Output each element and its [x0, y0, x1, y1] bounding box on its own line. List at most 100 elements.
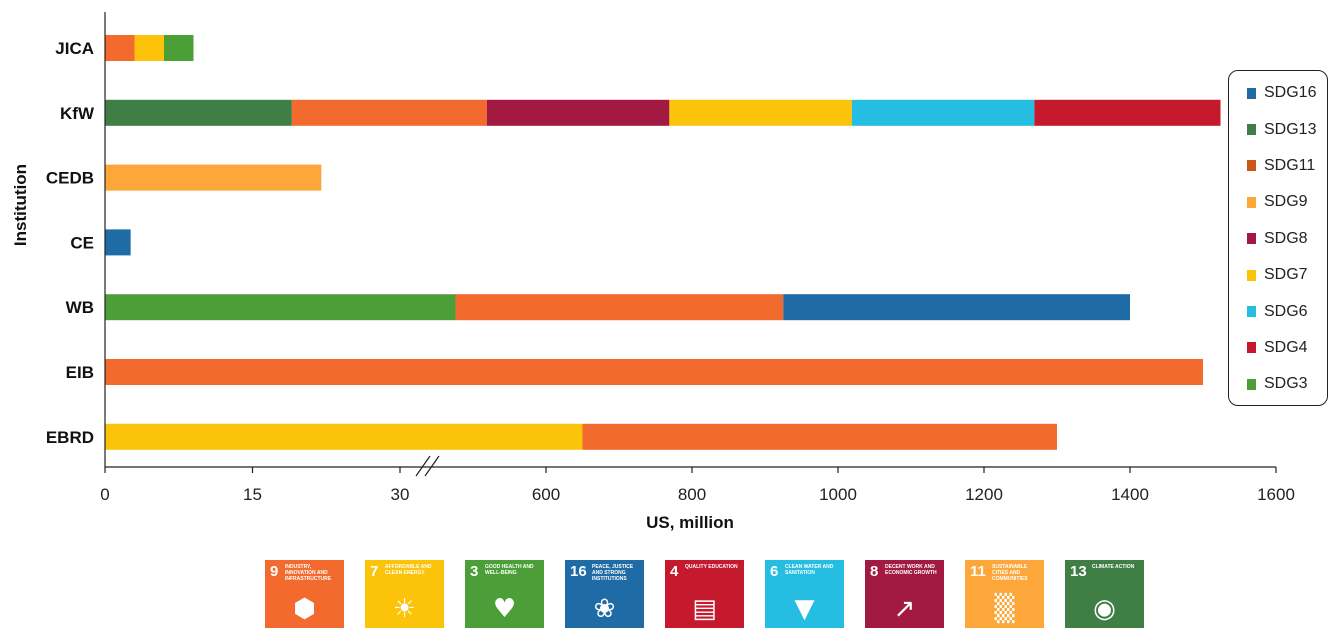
bar-segment-wb-sdg9	[455, 294, 784, 321]
category-label: CE	[70, 233, 94, 252]
category-label: CEDB	[46, 169, 94, 188]
category-label: EBRD	[46, 428, 94, 447]
sdg-title: Industry, innovation and infrastructure	[285, 564, 332, 582]
sdg-number: 9	[270, 563, 279, 580]
x-tick-label: 1200	[965, 485, 1003, 504]
sdg-number: 6	[770, 563, 779, 580]
bar-segment-jica-sdg3	[164, 35, 194, 61]
bar-segment-jica-sdg7	[134, 35, 164, 61]
x-axis-title: US, million	[646, 513, 734, 532]
sdg-number: 8	[870, 563, 879, 580]
bar-segment-kfw-sdg8	[486, 99, 670, 126]
sun-icon: ☀	[392, 594, 417, 624]
sdg-tile-8: 8 Decent work and economic growth ↗	[865, 560, 944, 628]
city-icon: ▒	[994, 594, 1015, 624]
sdg-title: Climate action	[1092, 564, 1135, 570]
sdg-number: 3	[470, 563, 479, 580]
bar-segment-kfw-sdg13	[105, 99, 292, 126]
category-label: WB	[66, 298, 94, 317]
bar-segment-kfw-sdg9	[291, 99, 487, 126]
cubes-icon: ⬢	[293, 594, 316, 624]
x-tick-label: 30	[391, 485, 410, 504]
legend-item: SDG6	[1229, 293, 1327, 329]
book-icon: ▤	[692, 594, 717, 624]
legend-item: SDG3	[1229, 366, 1327, 402]
x-tick-label: 1600	[1257, 485, 1295, 504]
eye-globe-icon: ◉	[1093, 594, 1116, 624]
sdg-title: Peace, justice and strong institutions	[592, 564, 634, 582]
legend-swatch	[1247, 233, 1256, 245]
sdg-title: Affordable and clean energy	[385, 564, 432, 576]
sdg-tile-16: 16 Peace, justice and strong institutions…	[565, 560, 644, 628]
legend-swatch	[1247, 269, 1256, 281]
bar-segment-kfw-sdg7	[669, 99, 852, 126]
bar-segment-ce-sdg16	[105, 229, 131, 256]
sdg-tile-3: 3 Good health and well-being ♥	[465, 560, 544, 628]
legend-label: SDG16	[1264, 84, 1317, 102]
legend-item: SDG7	[1229, 257, 1327, 293]
legend: SDG16 SDG13 SDG11 SDG9 SDG8 SDG7 SDG6 SDG4 SDG3	[1228, 70, 1328, 406]
sdg-number: 11	[970, 563, 986, 580]
legend-item: SDG4	[1229, 330, 1327, 366]
bar-segment-wb-sdg3	[105, 294, 456, 321]
sdg-title: Clean water and sanitation	[785, 564, 834, 576]
bars-layer	[105, 35, 1221, 450]
sdg-number: 4	[670, 563, 679, 580]
legend-swatch	[1247, 306, 1256, 318]
bar-segment-ebrd-sdg7	[105, 423, 583, 450]
sdg-tile-11: 11 Sustainable cities and communities ▒	[965, 560, 1044, 628]
sdg-title: Sustainable cities and communities	[992, 564, 1028, 582]
sdg-tile-6: 6 Clean water and sanitation ▼	[765, 560, 844, 628]
sdg-title: Quality education	[685, 564, 738, 570]
legend-label: SDG6	[1264, 302, 1308, 320]
legend-label: SDG9	[1264, 193, 1308, 211]
legend-item: SDG11	[1229, 148, 1327, 184]
category-labels: JICA KfW CEDB CE WB EIB EBRD	[46, 39, 95, 447]
sdg-number: 7	[370, 563, 379, 580]
legend-item: SDG9	[1229, 184, 1327, 220]
legend-item: SDG16	[1229, 75, 1327, 111]
axis-break-marker	[415, 455, 440, 477]
sdg-icons-row: 9 Industry, innovation and infrastructure…	[265, 560, 1144, 628]
x-tick-label: 1000	[819, 485, 857, 504]
legend-label: SDG11	[1264, 156, 1316, 174]
x-tick-label: 0	[100, 485, 109, 504]
category-label: JICA	[55, 39, 94, 58]
x-tick-label: 600	[532, 485, 560, 504]
water-drop-icon: ▼	[794, 594, 815, 624]
y-axis-title: Institution	[11, 164, 30, 246]
growth-chart-icon: ↗	[893, 594, 916, 624]
legend-item: SDG8	[1229, 221, 1327, 257]
x-ticks: 0 15 30 600 800 1000 1200 1400 1600	[100, 467, 1295, 504]
bar-segment-kfw-sdg6	[851, 99, 1035, 126]
bar-segment-kfw-sdg4	[1034, 99, 1221, 126]
legend-label: SDG8	[1264, 229, 1308, 247]
sdg-title: Decent work and economic growth	[885, 564, 937, 576]
legend-swatch	[1247, 342, 1256, 354]
x-tick-label: 800	[678, 485, 706, 504]
bar-segment-cedb-sdg9	[105, 164, 322, 191]
sdg-tile-13: 13 Climate action ◉	[1065, 560, 1144, 628]
x-tick-label: 15	[243, 485, 262, 504]
legend-swatch	[1247, 124, 1256, 136]
legend-label: SDG13	[1264, 120, 1317, 138]
legend-swatch	[1247, 87, 1256, 99]
category-label: KfW	[60, 104, 95, 123]
legend-item: SDG13	[1229, 111, 1327, 147]
bar-chart: 0 15 30 600 800 1000 1200 1400 1600 JICA KfW CEDB C…	[11, 12, 1295, 532]
sdg-number: 16	[570, 563, 587, 580]
heartbeat-icon: ♥	[492, 594, 517, 624]
sdg-tile-4: 4 Quality education ▤	[665, 560, 744, 628]
x-tick-label: 1400	[1111, 485, 1149, 504]
sdg-tile-7: 7 Affordable and clean energy ☀	[365, 560, 444, 628]
legend-swatch	[1247, 196, 1256, 208]
sdg-tile-9: 9 Industry, innovation and infrastructure…	[265, 560, 344, 628]
legend-label: SDG4	[1264, 338, 1308, 356]
legend-swatch	[1247, 378, 1256, 390]
legend-swatch	[1247, 160, 1256, 172]
dove-icon: ❀	[593, 594, 616, 624]
bar-segment-wb-sdg16	[783, 294, 1130, 321]
bar-segment-ebrd-sdg9	[582, 423, 1057, 450]
legend-label: SDG7	[1264, 266, 1308, 284]
category-label: EIB	[66, 363, 94, 382]
